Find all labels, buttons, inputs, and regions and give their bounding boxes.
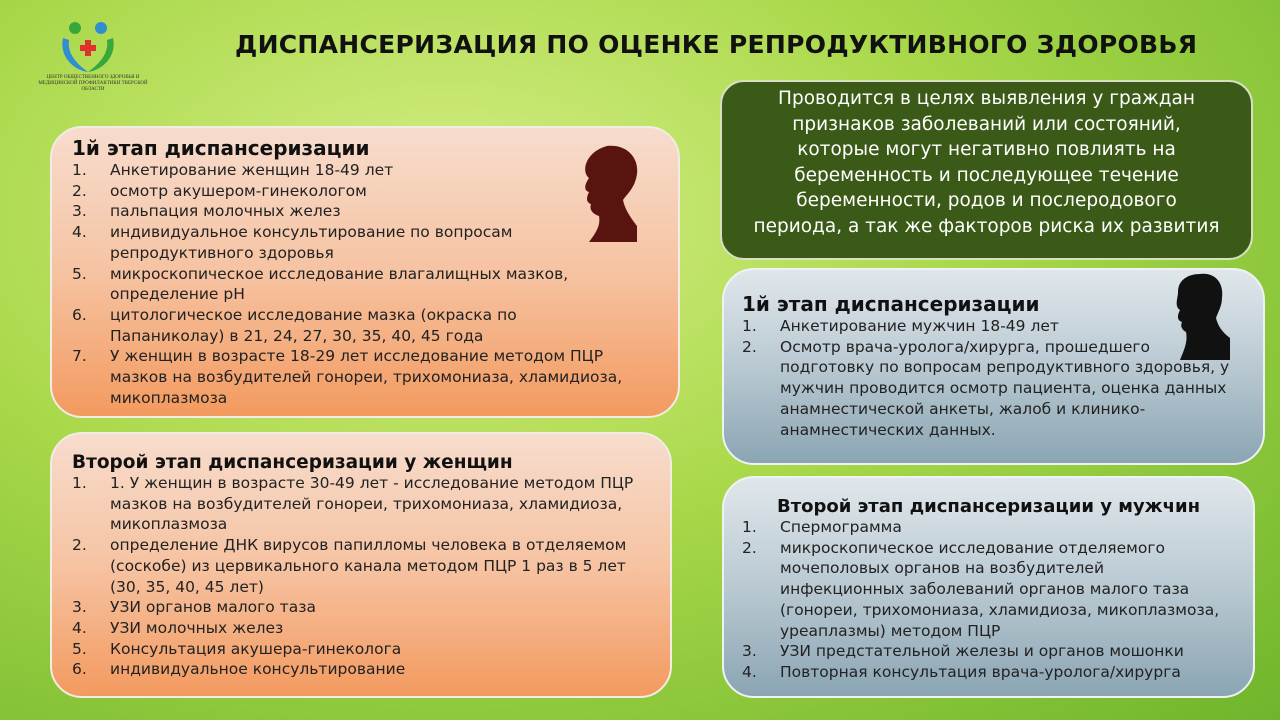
item-text: индивидуальное консультирование bbox=[110, 660, 406, 679]
list-item: 1. Анкетирование женщин 18-49 лет bbox=[72, 160, 632, 181]
item-text: УЗИ молочных желез bbox=[110, 618, 284, 637]
list-item: 3. пальпация молочных желез bbox=[72, 201, 632, 222]
list: 1. Анкетирование мужчин 18-49 лет 2. Осмотр… bbox=[742, 316, 1242, 440]
woman-silhouette bbox=[585, 145, 638, 242]
item-text: УЗИ органов малого таза bbox=[110, 598, 316, 617]
item-text: определение ДНК вирусов папилломы челове… bbox=[110, 536, 627, 596]
list-item: 7. У женщин в возрасте 18-29 лет исследов… bbox=[72, 346, 632, 408]
list-item: 3. УЗИ предстательной железы и органов мо… bbox=[742, 641, 1232, 662]
men-stage1-box: 1й этап диспансеризации 1. Анкетирование … bbox=[722, 268, 1265, 465]
list-item: 4. Повторная консультация врача-уролога/х… bbox=[742, 662, 1232, 683]
item-text: цитологическое исследование мазка (окрас… bbox=[110, 305, 517, 345]
box-title: Второй этап диспансеризации у мужчин bbox=[776, 496, 1201, 517]
item-number: 4. bbox=[72, 223, 87, 242]
list: 1. 1. У женщин в возрасте 30-49 лет - исс… bbox=[72, 473, 642, 680]
item-number: 3. bbox=[72, 202, 87, 221]
women-stage2-box: Второй этап диспансеризации у женщин 1. 1… bbox=[50, 432, 672, 698]
item-number: 4. bbox=[742, 662, 757, 681]
item-text: Анкетирование мужчин 18-49 лет bbox=[780, 317, 1059, 335]
list-item: 1. Анкетирование мужчин 18-49 лет bbox=[742, 316, 1242, 337]
item-text: микроскопическое исследование влагалищны… bbox=[110, 264, 569, 304]
women-stage1-box: 1й этап диспансеризации 1. Анкетирование … bbox=[50, 126, 680, 418]
purpose-box: Проводится в целях выявления у граждан п… bbox=[720, 80, 1253, 260]
item-number: 2. bbox=[72, 536, 87, 555]
item-text: Консультация акушера-гинеколога bbox=[110, 639, 402, 658]
men-stage2-box: Второй этап диспансеризации у мужчин 1. С… bbox=[722, 476, 1255, 698]
item-text: Осмотр врача-уролога/хирурга, прошедшего… bbox=[780, 337, 1230, 439]
item-text: индивидуальное консультирование по вопро… bbox=[110, 223, 513, 262]
item-number: 2. bbox=[742, 538, 757, 557]
list: 1. Спермограмма 2. микроскопическое исследо… bbox=[742, 517, 1232, 683]
item-number: 1. bbox=[72, 474, 87, 492]
slide-title: ДИСПАНСЕРИЗАЦИЯ ПО ОЦЕНКЕ РЕПРОДУКТИВНОГ… bbox=[235, 30, 1198, 59]
list-item: 1. Спермограмма bbox=[742, 517, 1232, 538]
item-number: 2. bbox=[72, 181, 87, 200]
logo-caption: ЦЕНТР ОБЩЕСТВЕННОГО ЗДОРОВЬЯ И МЕДИЦИНСК… bbox=[38, 75, 148, 92]
logo bbox=[62, 22, 114, 72]
item-number: 7. bbox=[72, 347, 87, 366]
list-item: 1. 1. У женщин в возрасте 30-49 лет - исс… bbox=[72, 473, 642, 535]
purpose-text: Проводится в целях выявления у граждан п… bbox=[753, 88, 1220, 237]
box-title: 1й этап диспансеризации bbox=[72, 136, 370, 160]
item-number: 4. bbox=[72, 618, 87, 637]
item-number: 6. bbox=[72, 305, 87, 324]
item-number: 2. bbox=[742, 337, 757, 356]
list-item: 5. микроскопическое исследование влагалищ… bbox=[72, 264, 632, 305]
item-number: 1. bbox=[742, 518, 757, 536]
item-number: 3. bbox=[72, 598, 87, 617]
item-text: Анкетирование женщин 18-49 лет bbox=[110, 161, 394, 179]
list-item: 3. УЗИ органов малого таза bbox=[72, 597, 642, 618]
item-text: 1. У женщин в возрасте 30-49 лет - иссле… bbox=[110, 474, 634, 534]
item-text: пальпация молочных желез bbox=[110, 202, 341, 221]
man-silhouette bbox=[1176, 273, 1230, 360]
list-item: 6. цитологическое исследование мазка (окр… bbox=[72, 305, 632, 346]
item-text: Повторная консультация врача-уролога/хир… bbox=[780, 662, 1181, 681]
item-number: 5. bbox=[72, 264, 87, 283]
item-text: УЗИ предстательной железы и органов мошо… bbox=[780, 642, 1184, 661]
list-item: 4. индивидуальное консультирование по воп… bbox=[72, 222, 632, 263]
list-item: 5. Консультация акушера-гинеколога bbox=[72, 639, 642, 660]
list-item: 2. осмотр акушером-гинекологом bbox=[72, 181, 632, 202]
item-number: 3. bbox=[742, 642, 757, 661]
list-item: 6. индивидуальное консультирование bbox=[72, 659, 642, 680]
box-title: Второй этап диспансеризации у женщин bbox=[72, 452, 513, 473]
list: 1. Анкетирование женщин 18-49 лет 2. осмотр… bbox=[72, 160, 632, 408]
list-item: 4. УЗИ молочных желез bbox=[72, 618, 642, 639]
item-number: 1. bbox=[72, 161, 87, 179]
item-number: 1. bbox=[742, 317, 757, 335]
list-item: 2. микроскопическое исследование отделяем… bbox=[742, 538, 1232, 642]
item-number: 6. bbox=[72, 660, 87, 679]
item-text: осмотр акушером-гинекологом bbox=[110, 181, 367, 200]
item-number: 5. bbox=[72, 639, 87, 658]
list-item: 2. определение ДНК вирусов папилломы чело… bbox=[72, 535, 642, 597]
item-text: У женщин в возрасте 18-29 лет исследован… bbox=[110, 347, 623, 407]
item-text: микроскопическое исследование отделяемог… bbox=[780, 538, 1220, 640]
list-item: 2. Осмотр врача-уролога/хирурга, прошедше… bbox=[742, 337, 1242, 441]
item-text: Спермограмма bbox=[780, 518, 902, 536]
box-title: 1й этап диспансеризации bbox=[742, 292, 1040, 316]
